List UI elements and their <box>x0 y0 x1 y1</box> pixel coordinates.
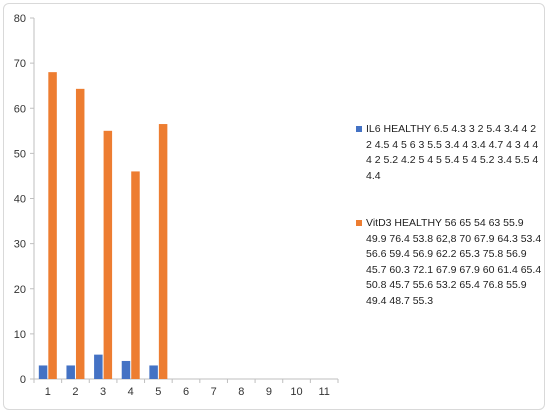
x-tick-label: 3 <box>100 386 106 398</box>
bar-vitd3-4 <box>131 171 140 379</box>
bars <box>38 72 168 380</box>
bar-il6-2 <box>66 365 75 379</box>
bar-il6-4 <box>121 360 131 379</box>
x-tick-label: 11 <box>318 386 329 398</box>
x-tick-label: 8 <box>238 386 244 398</box>
y-tick-label: 80 <box>14 13 26 25</box>
chart-frame <box>3 3 545 410</box>
y-tick-label: 20 <box>14 284 26 296</box>
y-tick-label: 30 <box>14 239 26 251</box>
x-tick-labels: 1 2 3 4 5 6 7 8 9 10 11 <box>45 386 330 398</box>
x-tick-label: 7 <box>211 386 217 398</box>
bar-vitd3-1 <box>48 72 57 380</box>
x-tick-label: 4 <box>128 386 134 398</box>
legend-entry-il6: IL6 HEALTHY 6.5 4.3 3 2 5.4 3.4 4 2 2 4.… <box>356 122 544 184</box>
bar-vitd3-5 <box>158 124 168 379</box>
y-tick-labels: 0 10 20 30 40 50 60 70 80 <box>14 13 26 386</box>
legend: IL6 HEALTHY 6.5 4.3 3 2 5.4 3.4 4 2 2 4.… <box>356 122 544 341</box>
legend-label-il6: IL6 HEALTHY 6.5 4.3 3 2 5.4 3.4 4 2 2 4.… <box>366 123 539 182</box>
legend-label-vitd3: VitD3 HEALTHY 56 65 54 63 55.9 49.9 76.4… <box>366 217 542 307</box>
bar-vitd3-2 <box>75 88 85 379</box>
y-tick-label: 50 <box>14 148 26 160</box>
y-tick-label: 40 <box>14 194 26 206</box>
legend-swatch-vitd3 <box>356 220 362 226</box>
x-tick-label: 10 <box>290 386 302 398</box>
y-tick-label: 10 <box>14 329 26 341</box>
legend-swatch-il6 <box>356 126 362 132</box>
bar-il6-1 <box>38 365 48 379</box>
axes <box>30 17 339 383</box>
x-tick-label: 6 <box>183 386 189 398</box>
x-tick-label: 9 <box>266 386 272 398</box>
x-tick-label: 5 <box>155 386 161 398</box>
legend-entry-vitd3: VitD3 HEALTHY 56 65 54 63 55.9 49.9 76.4… <box>356 216 544 309</box>
bar-vitd3-3 <box>103 130 113 379</box>
x-tick-label: 2 <box>72 386 78 398</box>
y-tick-label: 70 <box>14 58 26 70</box>
bar-il6-3 <box>94 354 103 379</box>
x-tick-label: 1 <box>45 386 51 398</box>
y-tick-label: 60 <box>14 103 26 115</box>
bar-il6-5 <box>149 365 158 379</box>
y-tick-label: 0 <box>20 374 26 386</box>
